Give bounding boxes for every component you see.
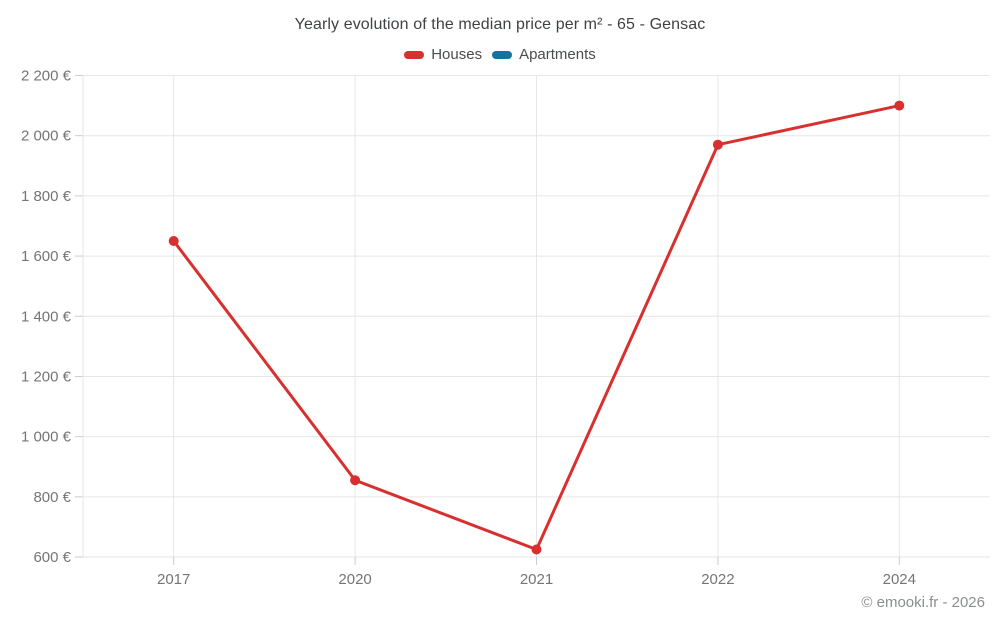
x-tick-label: 2017 <box>157 571 190 588</box>
data-point-houses-2017[interactable] <box>168 236 179 247</box>
legend: Houses Apartments <box>0 46 1000 63</box>
y-tick-label: 1 000 € <box>21 429 72 446</box>
data-point-houses-2022[interactable] <box>712 139 723 150</box>
legend-label-apartments: Apartments <box>519 46 596 63</box>
x-tick-label: 2022 <box>701 571 734 588</box>
data-point-houses-2024[interactable] <box>894 100 905 111</box>
x-tick-label: 2020 <box>338 571 371 588</box>
y-tick-label: 1 800 € <box>21 188 72 205</box>
data-point-houses-2021[interactable] <box>531 544 542 555</box>
houses-swatch-icon <box>404 50 425 59</box>
x-tick-label: 2024 <box>883 571 916 588</box>
apartments-swatch-icon <box>492 50 513 59</box>
x-tick-label: 2021 <box>520 571 553 588</box>
y-tick-label: 1 600 € <box>21 248 72 265</box>
y-tick-label: 2 000 € <box>21 128 72 145</box>
y-tick-label: 1 200 € <box>21 368 72 385</box>
y-tick-label: 1 400 € <box>21 308 72 325</box>
data-point-houses-2020[interactable] <box>350 475 361 486</box>
chart-title: Yearly evolution of the median price per… <box>294 16 706 33</box>
y-tick-label: 2 200 € <box>21 68 72 85</box>
legend-item-houses[interactable]: Houses <box>404 46 482 63</box>
legend-item-apartments[interactable]: Apartments <box>492 46 596 63</box>
y-tick-label: 600 € <box>33 549 71 566</box>
copyright-credit: © emooki.fr - 2026 <box>861 594 985 611</box>
y-tick-label: 800 € <box>33 489 71 506</box>
legend-label-houses: Houses <box>431 46 483 63</box>
